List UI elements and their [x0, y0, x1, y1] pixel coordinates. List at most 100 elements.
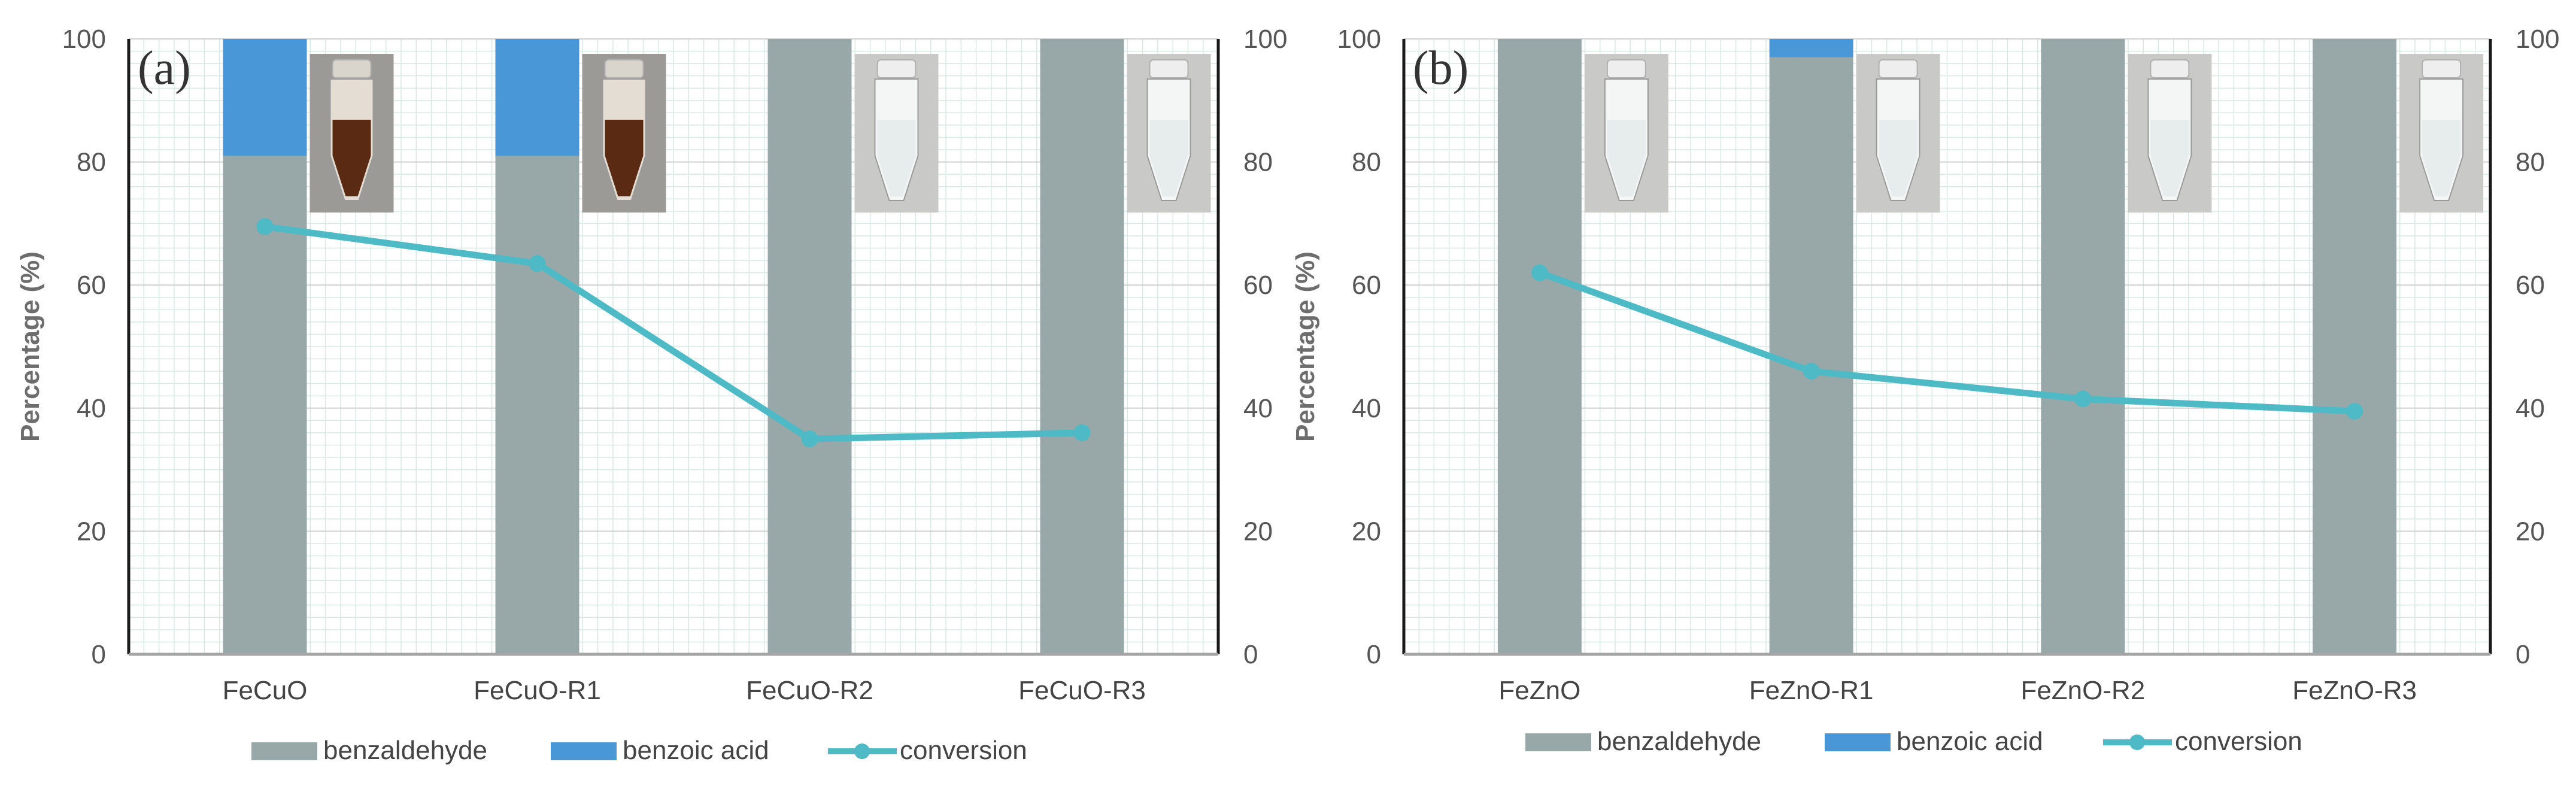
vial-solution: [1607, 120, 1646, 196]
x-tick-label: FeCuO-R3: [1018, 676, 1146, 705]
y-tick-label-right: 80: [2516, 148, 2545, 177]
vial-photo: [854, 54, 939, 213]
bar-benzaldehyde: [495, 156, 579, 654]
y-tick-label-left: 40: [1352, 394, 1381, 423]
chart-panel-a: 0 0 20 20 40 40 60 60 80 80 100 100 FeCuO FeCuO-R1 FeC…: [16, 25, 1287, 765]
conversion-point: [1073, 424, 1091, 441]
vial-cap: [1149, 59, 1189, 78]
vial-solution: [1879, 120, 1917, 196]
y-tick-label-left: 20: [77, 517, 106, 546]
bar-benzoic-acid: [495, 39, 579, 156]
bars: [1497, 39, 2397, 655]
conversion-point: [801, 430, 818, 448]
legend-label-conversion: conversion: [900, 736, 1027, 765]
y-tick-label-left: 60: [77, 271, 106, 300]
vial-cap: [332, 59, 372, 78]
vial-solution: [1149, 120, 1188, 196]
vial-solution: [332, 120, 371, 196]
y-tick-label-right: 60: [1243, 271, 1273, 300]
y-tick-label-left: 0: [1367, 640, 1381, 669]
x-tick-label: FeZnO-R2: [2020, 676, 2145, 705]
conversion-point: [1803, 363, 1820, 380]
y-tick-label-right: 40: [1243, 394, 1273, 423]
legend-swatch-benzoic-acid: [551, 742, 617, 760]
bar-benzaldehyde: [767, 39, 852, 654]
y-tick-label-right: 20: [1243, 517, 1273, 546]
legend-label-conversion: conversion: [2175, 727, 2302, 756]
y-tick-label-right: 80: [1243, 148, 1273, 177]
vial-photo: [310, 54, 394, 213]
y-axis-title: Percentage (%): [16, 251, 45, 442]
vial-cap: [1606, 59, 1646, 78]
bar-benzoic-acid: [1769, 39, 1853, 57]
y-axis-title: Percentage (%): [1291, 251, 1320, 442]
legend-swatch-conversion-marker: [2129, 735, 2145, 750]
x-tick-label: FeCuO: [223, 676, 308, 705]
vial-photos: [310, 54, 1211, 213]
legend-label-benzoic-acid: benzoic acid: [1897, 727, 2043, 756]
y-tick-label-right: 20: [2516, 517, 2545, 546]
y-tick-label-left: 40: [77, 394, 106, 423]
y-tick-label-right: 40: [2516, 394, 2545, 423]
legend-swatch-benzaldehyde: [1525, 733, 1591, 751]
conversion-line: [1539, 269, 2355, 415]
legend: benzaldehyde benzoic acid conversion: [1525, 727, 2302, 756]
x-tick-label: FeCuO-R1: [474, 676, 601, 705]
vial-photo: [2128, 54, 2212, 213]
conversion-point: [529, 255, 546, 272]
chart-panel-b: 0 0 20 20 40 40 60 60 80 80 100 100 FeZnO FeZnO-R1 FeZ…: [1291, 25, 2559, 756]
y-tick-label-left: 20: [1352, 517, 1381, 546]
vial-cap: [2150, 59, 2190, 78]
conversion-series: [1531, 264, 2363, 420]
conversion-point: [1531, 264, 1548, 281]
vial-solution: [2150, 120, 2189, 196]
legend-swatch-conversion-marker: [854, 744, 870, 759]
conversion-point: [256, 218, 274, 235]
vial-photo: [1856, 54, 1940, 213]
vial-photo: [1584, 54, 1668, 213]
vial-photo: [582, 54, 666, 213]
vial-cap: [2422, 59, 2462, 78]
y-tick-label-left: 0: [92, 640, 106, 669]
vial-solution: [2422, 120, 2461, 196]
conversion-line: [264, 223, 1082, 442]
y-tick-label-right: 0: [2516, 640, 2530, 669]
axes: 0 0 20 20 40 40 60 60 80 80 100 100 FeCuO FeCuO-R1 FeC…: [16, 25, 1287, 705]
conversion-point: [2346, 402, 2363, 420]
bars: [223, 39, 1124, 654]
conversion-point: [2074, 390, 2092, 408]
y-tick-label-left: 60: [1352, 271, 1381, 300]
vial-solution: [877, 120, 916, 196]
vial-solution: [605, 120, 644, 196]
x-tick-label: FeZnO-R1: [1749, 676, 1874, 705]
legend: benzaldehyde benzoic acid conversion: [251, 736, 1027, 765]
y-tick-label-right: 0: [1243, 640, 1258, 669]
bar-benzaldehyde: [1040, 39, 1124, 654]
bar-benzoic-acid: [223, 39, 307, 156]
x-tick-label: FeZnO: [1498, 676, 1580, 705]
legend-label-benzaldehyde: benzaldehyde: [323, 736, 487, 765]
bar-benzaldehyde: [223, 156, 307, 654]
vial-photos: [1584, 54, 2484, 213]
bar-benzaldehyde: [2041, 39, 2125, 654]
legend-swatch-benzoic-acid: [1825, 733, 1891, 751]
panel-label: (a): [138, 42, 191, 95]
y-tick-label-right: 100: [2516, 25, 2559, 54]
vial-photo: [1127, 54, 1211, 213]
y-tick-label-left: 80: [1352, 148, 1381, 177]
bar-benzaldehyde: [2313, 39, 2397, 654]
conversion-series: [256, 218, 1091, 448]
vial-cap: [1878, 59, 1918, 78]
vial-photo: [2399, 54, 2484, 213]
bar-benzaldehyde: [1769, 57, 1853, 655]
panel-label: (b): [1413, 42, 1468, 95]
y-tick-label-right: 60: [2516, 271, 2545, 300]
bar-benzaldehyde: [1497, 39, 1582, 654]
vial-cap: [604, 59, 644, 78]
y-tick-label-left: 100: [1337, 25, 1381, 54]
legend-label-benzoic-acid: benzoic acid: [623, 736, 769, 765]
y-tick-label-left: 80: [77, 148, 106, 177]
x-tick-label: FeCuO-R2: [746, 676, 873, 705]
legend-swatch-benzaldehyde: [251, 742, 317, 760]
